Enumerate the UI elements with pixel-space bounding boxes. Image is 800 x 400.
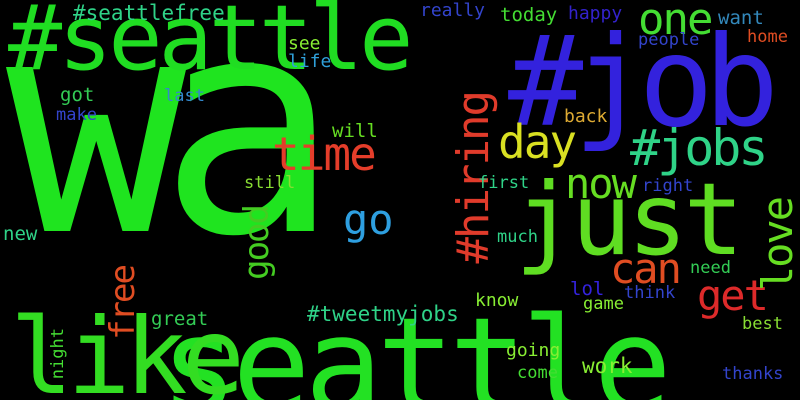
word-see: see [288,33,321,54]
word-know: know [475,290,519,311]
word-home: home [747,27,788,47]
word-got: got [60,84,95,106]
word-day: day [498,115,577,169]
word-night: night [48,328,68,380]
word-really: really [420,0,486,21]
word-game: game [583,294,624,314]
word-come: come [517,363,558,383]
word-love: love [753,198,800,292]
word-go: go [343,195,394,244]
word-good: good [237,206,277,280]
word-back: back [564,106,608,127]
word-get: get [697,271,769,320]
word-hash-seattle: #seattle [8,0,413,91]
word-happy: happy [568,3,623,24]
word-will: will [332,120,378,142]
word-seattle: seattle [160,289,672,400]
word-thanks: thanks [722,364,784,384]
word-time: time [272,127,377,181]
word-first: first [478,173,530,193]
word-today: today [500,4,558,26]
word-hash-tweetmyjobs: #tweetmyjobs [307,302,459,326]
word-life: life [288,51,332,72]
word-need: need [690,258,731,278]
word-hash-jobs: #jobs [630,119,769,177]
word-hash-job: #job [508,10,779,155]
word-work: work [582,354,633,378]
word-right: right [642,176,694,196]
word-like: like [10,296,245,400]
word-just: just [515,161,744,278]
word-best: best [742,314,783,334]
word-new: new [3,223,38,245]
word-going: going [506,340,561,361]
word-people: people [638,30,700,50]
word-hash-seattlefree: #seattlefree [73,1,225,25]
word-lol: lol [570,278,605,300]
word-last: last [164,86,205,106]
word-free: free [103,266,143,340]
word-still: still [244,173,296,193]
word-want: want [718,7,764,29]
word-great: great [151,308,209,330]
word-now: now [565,159,637,208]
word-one: one [638,0,713,45]
word-think: think [624,283,676,303]
word-make: make [56,105,97,125]
word-much: much [497,227,538,247]
word-wa: wa [6,0,339,302]
word-can: can [610,244,682,293]
